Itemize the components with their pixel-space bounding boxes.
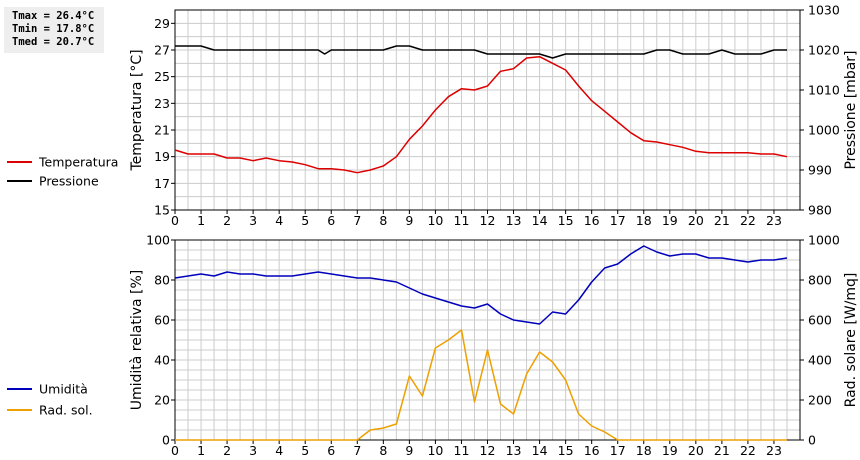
x-tick-label: 5 bbox=[301, 213, 309, 228]
x-tick-label: 1 bbox=[197, 213, 205, 228]
legend-label-umidit: Umidità bbox=[39, 382, 88, 397]
y-tick-label: 15 bbox=[154, 203, 170, 218]
y-tick-label: 25 bbox=[154, 69, 170, 84]
x-tick-label: 6 bbox=[327, 443, 335, 458]
x-tick-label: 13 bbox=[506, 443, 522, 458]
stats-box: Tmax = 26.4°C Tmin = 17.8°C Tmed = 20.7°… bbox=[4, 7, 104, 53]
x-tick-label: 2 bbox=[223, 443, 231, 458]
x-tick-label: 3 bbox=[249, 213, 257, 228]
x-tick-label: 10 bbox=[427, 443, 443, 458]
x-tick-label: 8 bbox=[379, 443, 387, 458]
x-tick-label: 23 bbox=[766, 443, 782, 458]
y-tick-label: 60 bbox=[154, 313, 170, 328]
y2-tick-label: 1020 bbox=[808, 43, 840, 58]
x-tick-label: 18 bbox=[636, 213, 652, 228]
x-tick-label: 16 bbox=[584, 213, 600, 228]
x-tick-label: 20 bbox=[688, 443, 704, 458]
x-tick-label: 17 bbox=[610, 213, 626, 228]
y2-tick-label: 600 bbox=[808, 313, 832, 328]
x-tick-label: 10 bbox=[427, 213, 443, 228]
x-tick-label: 22 bbox=[740, 213, 756, 228]
x-tick-label: 14 bbox=[532, 443, 548, 458]
x-tick-label: 9 bbox=[405, 213, 413, 228]
series-line-temperatura bbox=[174, 55, 788, 174]
x-tick-label: 16 bbox=[584, 443, 600, 458]
x-tick-label: 15 bbox=[558, 213, 574, 228]
y2-tick-label: 800 bbox=[808, 273, 832, 288]
y2-tick-label: 400 bbox=[808, 353, 832, 368]
y2-tick-label: 1010 bbox=[808, 83, 840, 98]
x-tick-label: 1 bbox=[197, 443, 205, 458]
y-tick-label: 21 bbox=[154, 123, 170, 138]
x-tick-label: 9 bbox=[405, 443, 413, 458]
tmin-text: Tmin = 17.8°C bbox=[12, 23, 95, 35]
x-tick-label: 2 bbox=[223, 213, 231, 228]
y2-tick-label: 1000 bbox=[808, 123, 840, 138]
series-line-umidit bbox=[174, 245, 788, 325]
x-tick-label: 4 bbox=[275, 443, 283, 458]
tmax-text: Tmax = 26.4°C bbox=[12, 10, 95, 22]
y-tick-label: 27 bbox=[154, 43, 170, 58]
x-tick-label: 17 bbox=[610, 443, 626, 458]
temperature-pressure-panel: 0 1 2 3 4 5 6 7 8 9 10 11 12 13 14 15 16 17 18 19 20 21 22 2315… bbox=[129, 3, 859, 229]
x-tick-label: 15 bbox=[558, 443, 574, 458]
y-tick-label: 0 bbox=[162, 433, 170, 448]
x-tick-label: 22 bbox=[740, 443, 756, 458]
x-tick-label: 21 bbox=[714, 443, 730, 458]
x-tick-label: 21 bbox=[714, 213, 730, 228]
y-tick-label: 100 bbox=[146, 233, 170, 248]
y2-tick-label: 980 bbox=[808, 203, 832, 218]
y-tick-label: 80 bbox=[154, 273, 170, 288]
y2-tick-label: 0 bbox=[808, 433, 816, 448]
y2-tick-label: 990 bbox=[808, 163, 832, 178]
y2-tick-label: 1000 bbox=[808, 233, 840, 248]
x-tick-label: 8 bbox=[379, 213, 387, 228]
x-tick-label: 23 bbox=[766, 213, 782, 228]
y2-axis-title: Rad. solare [W/mq] bbox=[843, 273, 859, 408]
y-tick-label: 29 bbox=[154, 16, 170, 31]
x-tick-label: 13 bbox=[506, 213, 522, 228]
y-tick-label: 40 bbox=[154, 353, 170, 368]
x-tick-label: 19 bbox=[662, 213, 678, 228]
x-tick-label: 19 bbox=[662, 443, 678, 458]
y-tick-label: 23 bbox=[154, 96, 170, 111]
x-tick-label: 14 bbox=[532, 213, 548, 228]
legend-label-temperatura: Temperatura bbox=[38, 155, 118, 170]
x-tick-label: 11 bbox=[454, 213, 470, 228]
x-tick-label: 7 bbox=[353, 443, 361, 458]
legend-label-pressione: Pressione bbox=[39, 174, 99, 189]
x-tick-label: 0 bbox=[171, 213, 179, 228]
y-tick-label: 20 bbox=[154, 393, 170, 408]
x-tick-label: 11 bbox=[454, 443, 470, 458]
x-tick-label: 12 bbox=[480, 213, 496, 228]
series-line-pressione bbox=[175, 45, 787, 59]
series-line-rad-sol bbox=[175, 329, 787, 441]
tmed-text: Tmed = 20.7°C bbox=[12, 36, 95, 48]
y2-axis-title: Pressione [mbar] bbox=[843, 50, 859, 169]
y2-tick-label: 200 bbox=[808, 393, 832, 408]
x-tick-label: 0 bbox=[171, 443, 179, 458]
x-tick-label: 5 bbox=[301, 443, 309, 458]
y-tick-label: 19 bbox=[154, 149, 170, 164]
x-tick-label: 7 bbox=[353, 213, 361, 228]
x-tick-label: 12 bbox=[480, 443, 496, 458]
y-axis-title: Temperatura [°C] bbox=[129, 49, 145, 171]
y-axis-title: Umidità relativa [%] bbox=[129, 270, 145, 411]
y-tick-label: 17 bbox=[154, 176, 170, 191]
legend-label-rad-sol: Rad. sol. bbox=[39, 403, 93, 418]
x-tick-label: 4 bbox=[275, 213, 283, 228]
x-tick-label: 3 bbox=[249, 443, 257, 458]
y2-tick-label: 1030 bbox=[808, 3, 840, 18]
x-tick-label: 18 bbox=[636, 443, 652, 458]
x-tick-label: 6 bbox=[327, 213, 335, 228]
legend: Temperatura Pressione Umidità Rad. sol. bbox=[7, 155, 118, 418]
x-tick-label: 20 bbox=[688, 213, 704, 228]
humidity-solar-panel: 0 1 2 3 4 5 6 7 8 9 10 11 12 13 14 15 16 17 18 19 20 21 22 2302… bbox=[129, 233, 859, 459]
